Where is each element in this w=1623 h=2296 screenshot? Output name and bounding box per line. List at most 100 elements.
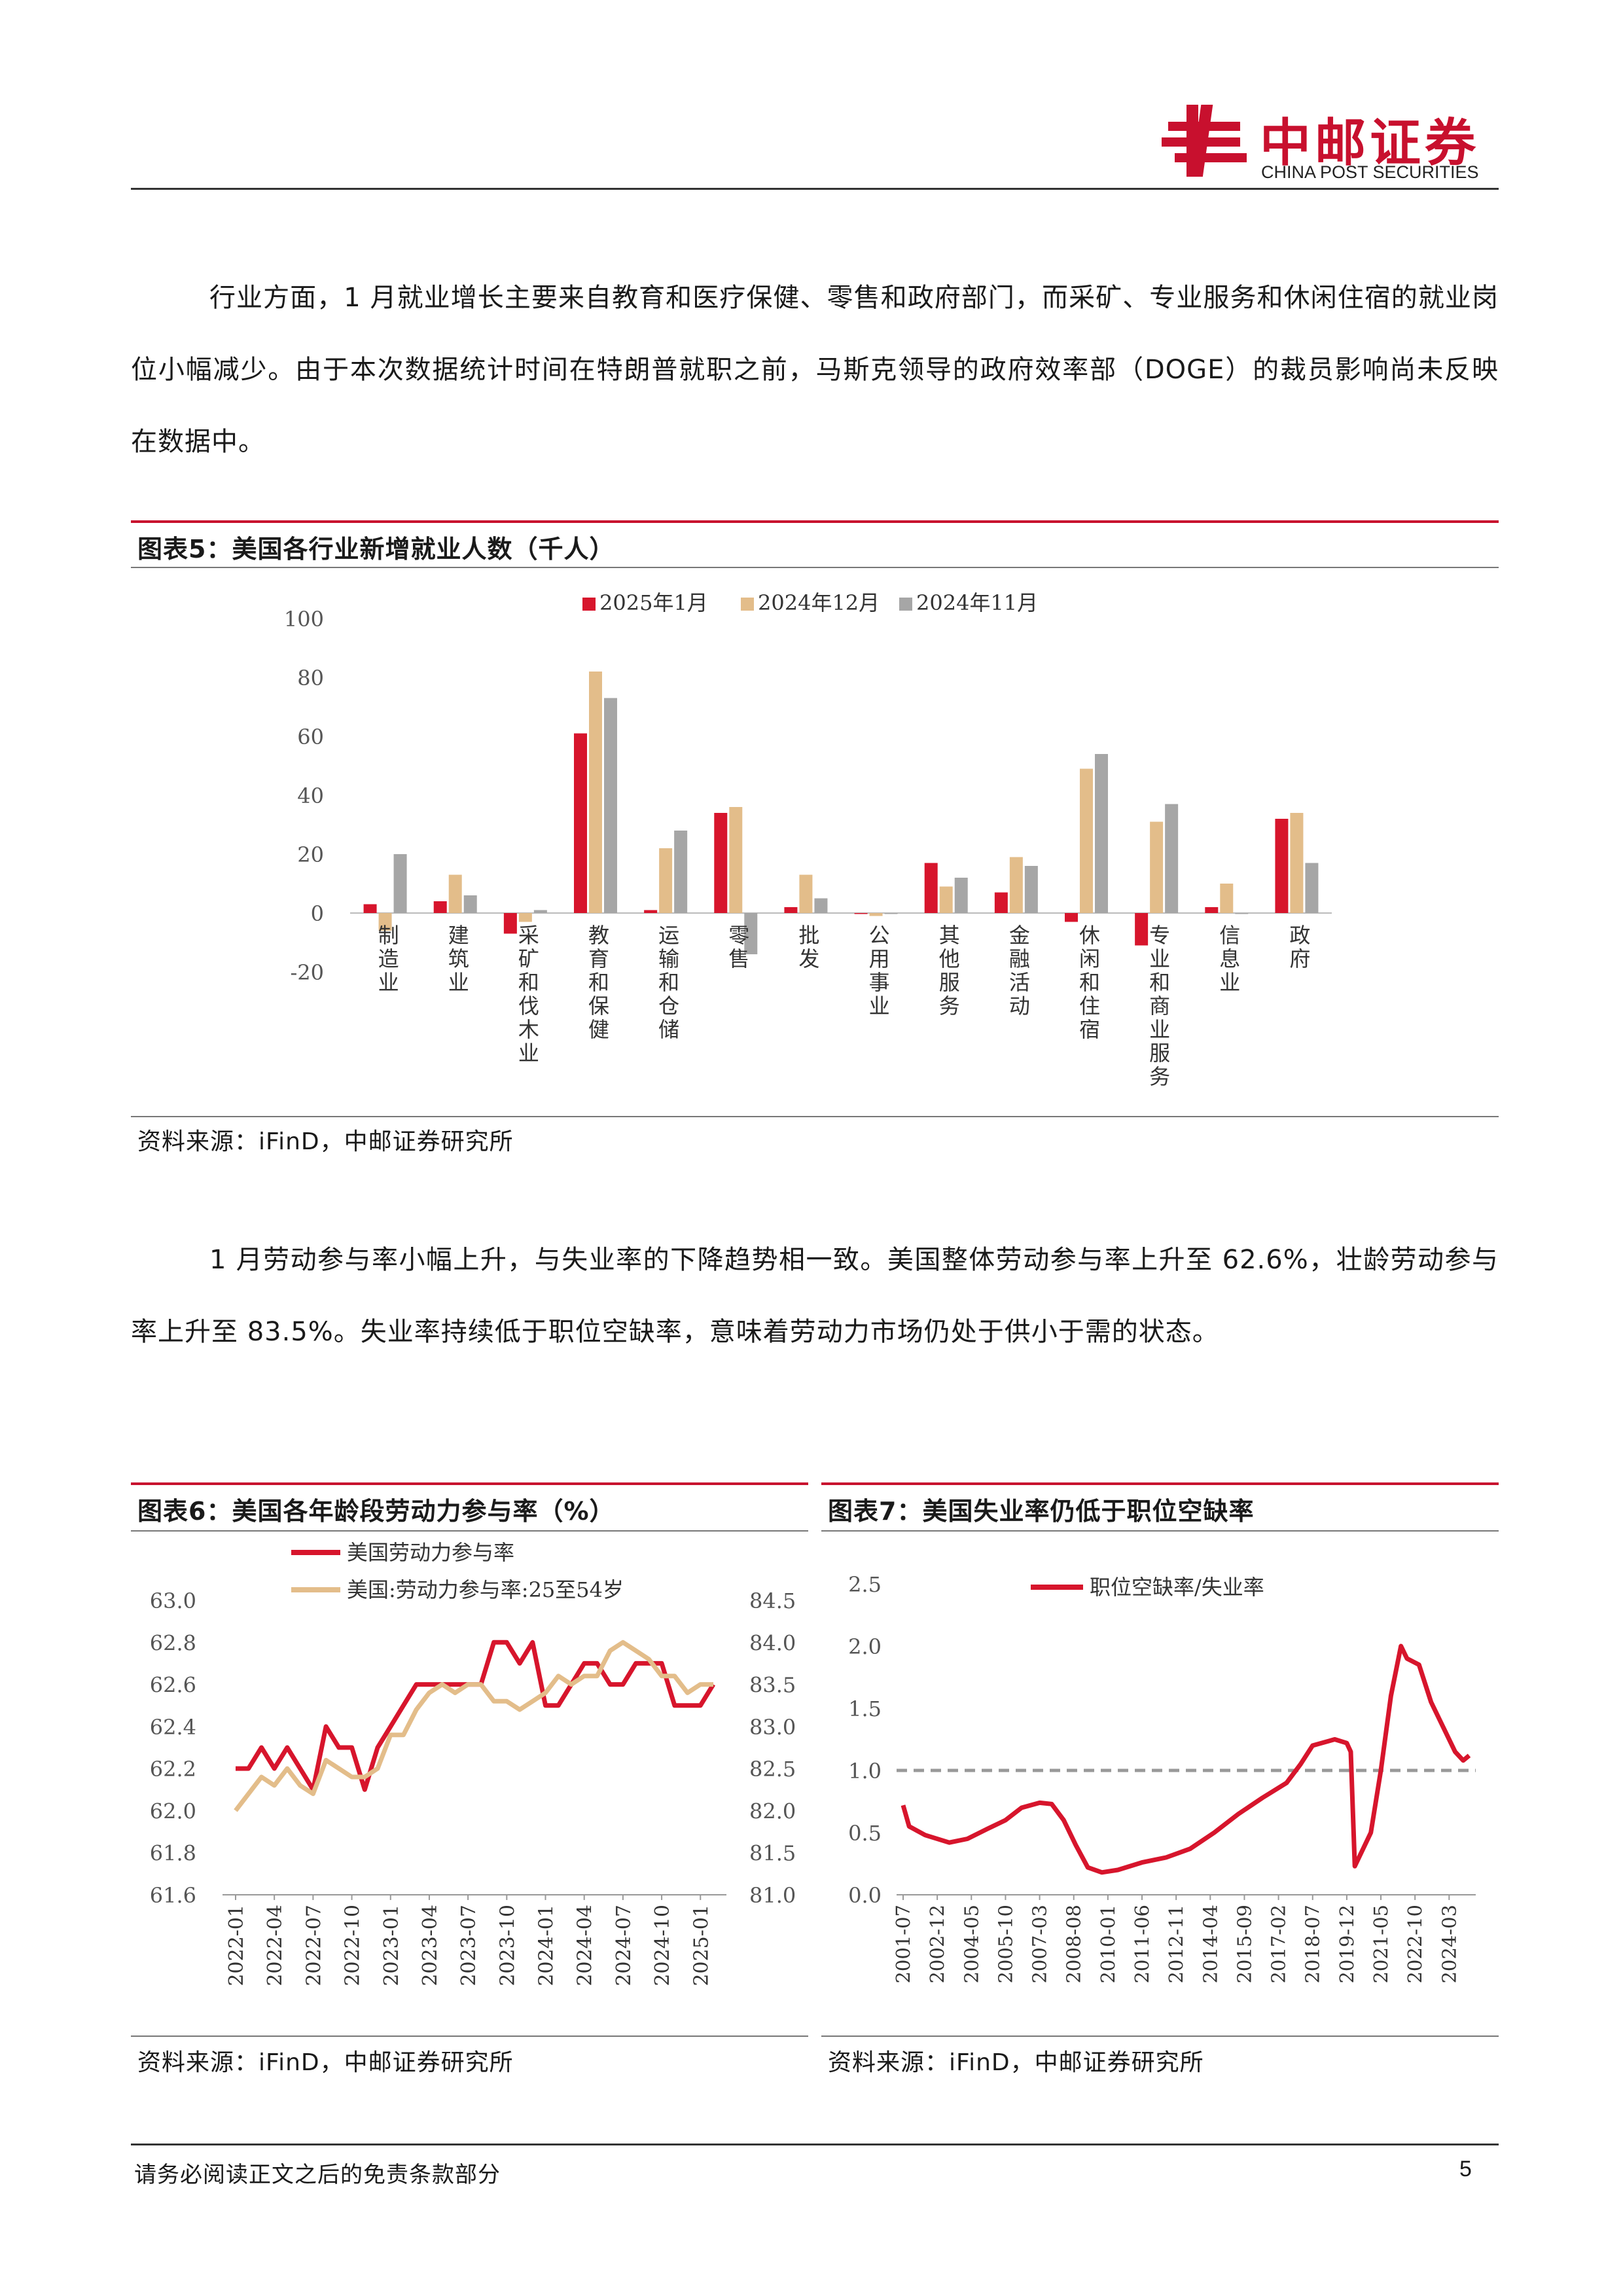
- bar-1: [924, 863, 938, 913]
- bar-2: [869, 913, 883, 916]
- bar-3: [1165, 804, 1179, 913]
- bar-1: [363, 904, 377, 913]
- x-tick-label: 2012-11: [1165, 1905, 1187, 1984]
- x-tick-label: 2002-12: [926, 1905, 948, 1984]
- figure6-line-chart: 63.0 62.8 62.6 62.4 62.2 62.0 61.8 61.6 84.5 84.0…: [150, 1540, 796, 1986]
- figure5-caption: 图表5：美国各行业新增就业人数（千人）: [137, 535, 615, 564]
- x-category-label: 信息业: [1219, 923, 1240, 995]
- footer-disclaimer: 请务必阅读正文之后的免责条款部分: [134, 2162, 501, 2188]
- x-tick-label: 2022-01: [225, 1905, 248, 1986]
- bar-3: [604, 698, 617, 913]
- bar-1: [644, 910, 658, 913]
- y-tick-label-left: 62.0: [150, 1799, 196, 1823]
- x-tick-label: 2004-05: [960, 1905, 982, 1984]
- legend-label: 2024年12月: [758, 590, 880, 615]
- figure7-caption-rule: [821, 1530, 1499, 1532]
- y-tick-label: 0: [311, 901, 324, 926]
- y-tick-label-left: 62.6: [150, 1673, 196, 1698]
- legend-label: 2025年1月: [599, 590, 708, 615]
- x-category-label: 零售: [728, 923, 749, 971]
- x-category-label: 休闲和住宿: [1079, 923, 1100, 1042]
- x-tick-label: 2023-04: [419, 1905, 442, 1986]
- x-tick-label: 2023-07: [457, 1905, 480, 1986]
- x-category-label: 公用事业: [869, 923, 890, 1018]
- bar-1: [574, 733, 587, 913]
- x-tick-label: 2018-07: [1302, 1905, 1324, 1984]
- y-tick-label-right: 82.5: [749, 1757, 796, 1782]
- y-tick-label: 0.0: [848, 1883, 882, 1908]
- bar-2: [1009, 857, 1023, 913]
- x-tick-label: 2024-03: [1438, 1905, 1460, 1984]
- figure7-bottom-rule: [821, 2036, 1499, 2037]
- legend-label: 2024年11月: [916, 590, 1038, 615]
- y-tick-label: 80: [297, 666, 324, 691]
- bar-2: [378, 913, 392, 931]
- y-tick-label-right: 84.5: [749, 1588, 796, 1613]
- y-tick-label-right: 82.0: [749, 1799, 796, 1823]
- bar-2: [1150, 821, 1164, 913]
- bar-3: [1095, 754, 1108, 913]
- figure7-top-rule: [821, 1482, 1499, 1485]
- x-tick-label: 2005-10: [994, 1905, 1016, 1984]
- bar-3: [1235, 913, 1249, 914]
- footer-rule: [131, 2144, 1499, 2145]
- y-tick-label-right: 81.0: [749, 1883, 796, 1908]
- x-tick-label: 2024-04: [574, 1905, 597, 1986]
- y-tick-label-left: 62.8: [150, 1630, 196, 1655]
- legend-label: 职位空缺率/失业率: [1090, 1575, 1264, 1600]
- series-line-1: [236, 1640, 715, 1792]
- bar-2: [1290, 813, 1304, 913]
- logo-cn: 中邮证券: [1260, 114, 1480, 173]
- y-tick-label-right: 83.0: [749, 1715, 796, 1740]
- x-tick-label: 2024-07: [613, 1905, 635, 1986]
- x-tick-label: 2011-06: [1131, 1905, 1153, 1984]
- x-category-label: 其他服务: [939, 923, 960, 1018]
- bar-1: [1205, 907, 1219, 913]
- bar-3: [393, 854, 407, 913]
- paragraph-participation: 1 月劳动参与率小幅上升，与失业率的下降趋势相一致。美国整体劳动参与率上升至 6…: [131, 1245, 1499, 1347]
- legend-label: 美国:劳动力参与率:25至54岁: [347, 1577, 624, 1602]
- bar-1: [433, 901, 447, 913]
- x-category-label: 运输和仓储: [658, 923, 679, 1042]
- x-tick-label: 2017-02: [1268, 1905, 1290, 1984]
- x-tick-label: 2008-08: [1063, 1905, 1085, 1984]
- x-category-label: 采矿和伐木业: [518, 923, 539, 1066]
- header-rule: [131, 188, 1499, 190]
- page-number: 5: [1459, 2157, 1472, 2181]
- y-tick-label: 1.5: [848, 1696, 882, 1721]
- figure7-line-chart: 2.5 2.0 1.5 1.0 0.5 0.0 2001-07 2002-12 2004-05 2…: [848, 1572, 1476, 1984]
- y-tick-label: 1.0: [848, 1759, 882, 1784]
- figure5-top-rule: [131, 520, 1499, 523]
- bar-1: [784, 907, 798, 913]
- figure6-bottom-rule: [131, 2036, 808, 2037]
- x-tick-label: 2022-07: [302, 1905, 325, 1986]
- bar-2: [939, 886, 953, 913]
- bar-2: [1080, 768, 1093, 913]
- bar-1: [1065, 913, 1078, 922]
- bar-2: [729, 807, 743, 913]
- x-tick-label: 2010-01: [1097, 1905, 1119, 1984]
- x-tick-label: 2015-09: [1233, 1905, 1255, 1984]
- x-category-label: 制造业: [378, 923, 399, 995]
- figure5-bar-chart: 100 80 60 40 20 0 -20 制造业 建筑业 采矿和伐木业 教育和保健 运输和仓储 零售 批…: [284, 590, 1332, 1089]
- x-tick-label: 2024-10: [651, 1905, 674, 1986]
- x-category-label: 政府: [1289, 923, 1310, 971]
- x-category-label: 建筑业: [448, 923, 469, 995]
- y-tick-label-left: 62.4: [150, 1715, 196, 1740]
- y-tick-label: 0.5: [848, 1821, 882, 1846]
- figure6-caption-rule: [131, 1530, 808, 1532]
- bar-2: [799, 874, 813, 913]
- y-tick-label: 60: [297, 725, 324, 749]
- x-tick-label: 2021-05: [1370, 1905, 1392, 1984]
- figure5-bottom-rule: [131, 1116, 1499, 1117]
- legend-swatch: [741, 598, 754, 611]
- y-tick-label: 2.0: [848, 1634, 882, 1659]
- y-tick-label-left: 61.8: [150, 1841, 196, 1866]
- x-tick-label: 2001-07: [892, 1905, 914, 1984]
- legend-swatch: [582, 598, 596, 611]
- bar-2: [448, 874, 462, 913]
- bar-3: [1305, 863, 1319, 913]
- y-tick-label-left: 61.6: [150, 1883, 196, 1908]
- figure5-source: 资料来源：iFinD，中邮证券研究所: [137, 1128, 514, 1155]
- x-tick-label: 2022-10: [342, 1905, 365, 1986]
